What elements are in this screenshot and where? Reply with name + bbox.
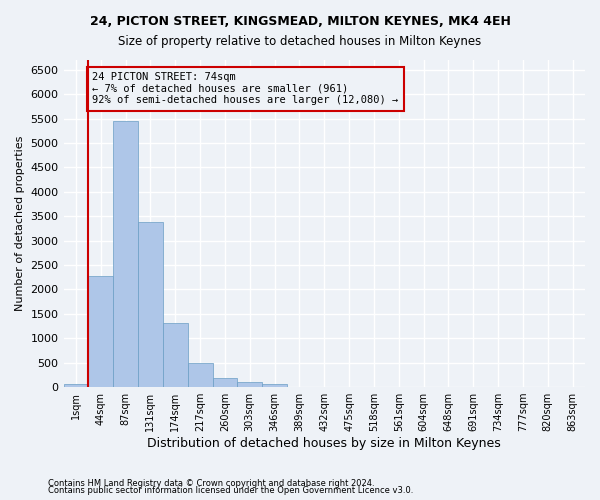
Bar	[138, 222, 163, 387]
Text: Size of property relative to detached houses in Milton Keynes: Size of property relative to detached ho…	[118, 35, 482, 48]
Text: Contains public sector information licensed under the Open Government Licence v3: Contains public sector information licen…	[48, 486, 413, 495]
Bar	[238, 382, 262, 387]
Bar	[262, 384, 287, 387]
Bar	[163, 323, 188, 387]
X-axis label: Distribution of detached houses by size in Milton Keynes: Distribution of detached houses by size …	[148, 437, 501, 450]
Bar	[64, 384, 88, 387]
Bar	[212, 378, 238, 387]
Y-axis label: Number of detached properties: Number of detached properties	[15, 136, 25, 311]
Bar	[113, 121, 138, 387]
Text: 24 PICTON STREET: 74sqm
← 7% of detached houses are smaller (961)
92% of semi-de: 24 PICTON STREET: 74sqm ← 7% of detached…	[92, 72, 398, 106]
Bar	[88, 276, 113, 387]
Text: 24, PICTON STREET, KINGSMEAD, MILTON KEYNES, MK4 4EH: 24, PICTON STREET, KINGSMEAD, MILTON KEY…	[89, 15, 511, 28]
Text: Contains HM Land Registry data © Crown copyright and database right 2024.: Contains HM Land Registry data © Crown c…	[48, 478, 374, 488]
Bar	[188, 363, 212, 387]
